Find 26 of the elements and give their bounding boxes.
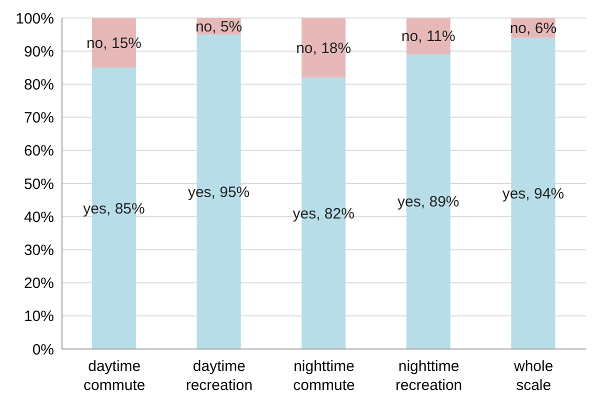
x-tick-label: daytime commute [84, 358, 146, 394]
x-tick-label: daytime recreation [186, 358, 253, 394]
data-label: yes, 85% [83, 200, 145, 218]
x-tick-label: nighttime recreation [395, 358, 462, 394]
y-tick-label: 50% [24, 176, 54, 193]
y-tick-label: 40% [24, 208, 54, 226]
y-tick-label: 100% [16, 10, 54, 28]
y-tick-label: 60% [24, 142, 54, 160]
data-label: no, 5% [195, 18, 242, 36]
data-label: no, 11% [401, 28, 456, 46]
y-tick-label: 10% [24, 308, 54, 326]
y-tick-label: 30% [24, 242, 54, 260]
data-label: yes, 95% [188, 184, 250, 201]
y-tick-label: 80% [24, 76, 54, 94]
y-tick-label: 0% [32, 341, 54, 358]
data-label: yes, 89% [398, 194, 460, 211]
data-label: yes, 82% [292, 205, 354, 222]
y-tick-label: 90% [24, 43, 54, 60]
data-label: no, 15% [86, 34, 142, 52]
y-tick-label: 20% [24, 275, 54, 292]
y-tick-label: 70% [24, 110, 54, 127]
data-label: no, 6% [510, 20, 557, 37]
data-label: yes, 94% [502, 185, 564, 202]
data-label: no, 18% [296, 40, 352, 57]
x-tick-label: nighttime commute [293, 358, 355, 394]
x-tick-label: whole scale [513, 358, 554, 394]
